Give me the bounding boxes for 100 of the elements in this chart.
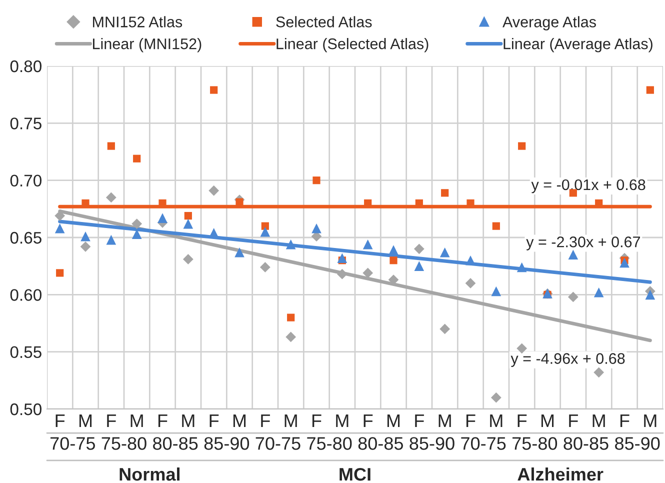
point [312, 223, 322, 234]
text: 70-75 [50, 437, 95, 450]
x-tick-label: F [364, 414, 373, 427]
x-tick-label: M [592, 414, 605, 427]
point [491, 286, 502, 296]
point [568, 250, 578, 260]
x-tick-label: M [541, 414, 554, 427]
text: Alzheimer [518, 467, 604, 481]
text: 70-75 [461, 437, 506, 450]
legend-label: Linear (Average Atlas) [504, 38, 652, 52]
point [390, 256, 398, 264]
point [440, 247, 450, 258]
point [80, 241, 91, 252]
x-tick-label: F [620, 414, 630, 427]
point [236, 198, 244, 206]
text: 75-80 [512, 437, 558, 450]
legend-label: Average Atlas [502, 16, 596, 30]
point [414, 244, 424, 254]
point [414, 261, 424, 271]
point [158, 213, 168, 223]
text: Normal [120, 467, 180, 481]
point [466, 255, 476, 266]
point [106, 192, 116, 203]
point [54, 210, 66, 221]
point [234, 247, 244, 258]
text: 85-90 [615, 437, 660, 450]
point [440, 324, 450, 334]
point [594, 367, 604, 378]
point [465, 278, 476, 288]
point [362, 239, 373, 250]
point [362, 268, 374, 278]
x-tick-label: M [387, 414, 400, 427]
text: 85-90 [410, 437, 454, 450]
point [56, 269, 64, 277]
point [312, 176, 320, 184]
point [182, 254, 194, 264]
legend-label: Linear (Selected Atlas) [276, 38, 428, 52]
point [80, 231, 90, 242]
x-tick-label: F [569, 414, 578, 427]
annotation: y = -4.96x + 0.68 [510, 353, 625, 367]
text: 85-90 [204, 437, 250, 450]
point [337, 253, 348, 263]
legend-label: Linear (MNI152) [93, 38, 202, 52]
point [54, 223, 65, 234]
legend-label: Selected Atlas [276, 16, 372, 28]
x-tick-label: F [312, 414, 322, 427]
x-tick-label: M [284, 414, 297, 427]
point [184, 212, 192, 220]
text: 80-85 [564, 437, 608, 450]
point [336, 268, 348, 280]
y-tick-label: 0.65 [10, 232, 42, 244]
text: 70-75 [256, 437, 300, 450]
x-tick-label: M [130, 414, 143, 427]
point [388, 245, 398, 255]
x-tick-label: F [210, 414, 219, 427]
point [106, 234, 116, 245]
point [208, 185, 220, 196]
point [260, 226, 270, 237]
point [133, 154, 141, 162]
x-tick-label: F [158, 414, 168, 427]
y-tick-label: 0.55 [10, 346, 42, 358]
legend-label: MNI152 Atlas [93, 16, 182, 28]
point [594, 287, 604, 298]
point [441, 189, 449, 197]
text: 75-80 [307, 437, 352, 450]
point [107, 142, 115, 150]
point [646, 86, 654, 94]
x-tick-label: F [518, 414, 527, 427]
point [132, 218, 142, 229]
y-tick-label: 0.75 [10, 118, 42, 130]
x-tick-label: M [79, 414, 92, 427]
x-tick-label: F [466, 414, 476, 427]
x-tick-label: M [233, 414, 246, 427]
point [492, 222, 500, 230]
text: 75-80 [102, 437, 146, 450]
x-tick-label: F [56, 414, 65, 427]
point [518, 142, 526, 150]
point [287, 314, 295, 322]
point [516, 262, 527, 272]
point [620, 258, 630, 268]
x-tick-label: M [182, 414, 194, 427]
point [568, 292, 578, 302]
y-tick-label: 0.80 [10, 60, 42, 72]
text: 80-85 [153, 437, 198, 450]
y-tick-label: 0.60 [10, 289, 42, 301]
y-tick-label: 0.70 [10, 174, 42, 187]
text: 80-85 [358, 437, 403, 450]
point [183, 218, 194, 229]
x-tick-label: M [490, 414, 502, 427]
x-tick-label: M [438, 414, 451, 427]
point [490, 392, 502, 403]
point [286, 239, 296, 250]
annotation: y = -2.30x + 0.67 [526, 236, 640, 250]
point [260, 262, 270, 272]
point [516, 343, 528, 354]
y-tick-label: 0.50 [10, 403, 42, 416]
x-tick-label: F [261, 414, 270, 427]
x-tick-label: F [415, 414, 424, 427]
text: MCI [340, 468, 370, 481]
annotation: y = -0.01x + 0.68 [531, 179, 646, 194]
